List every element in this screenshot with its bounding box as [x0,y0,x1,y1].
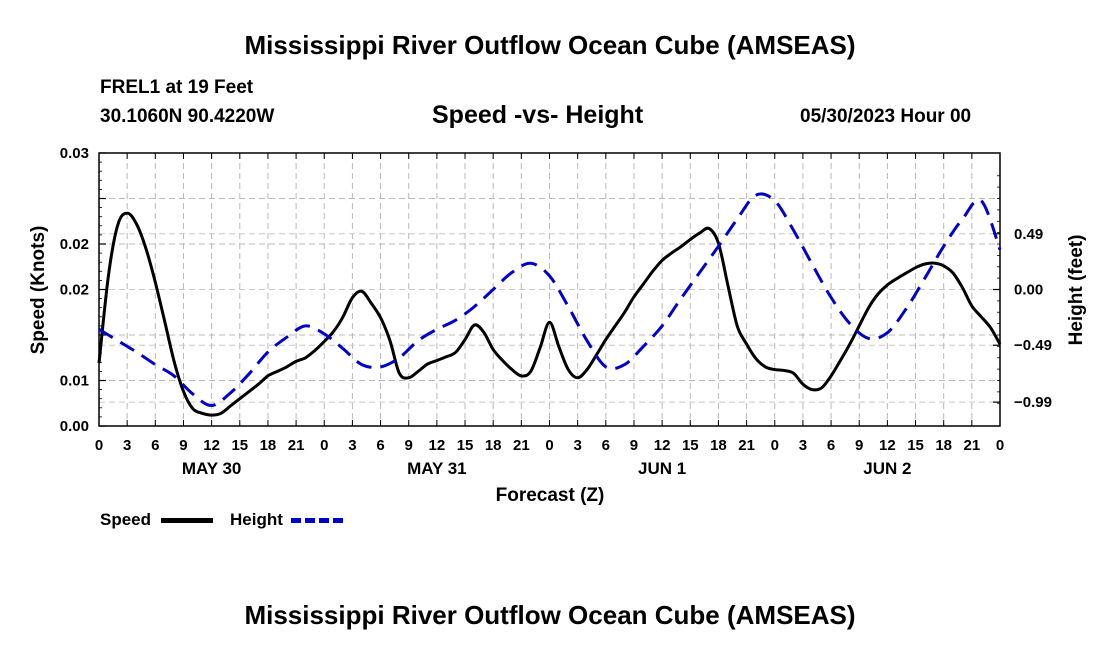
y-right-tick-label: −0.49 [1014,337,1052,354]
x-tick-label: 15 [682,437,699,454]
x-tick-label: 18 [485,437,502,454]
chart-title-top: Mississippi River Outflow Ocean Cube (AM… [244,30,856,60]
y-left-tick-label: 0.03 [60,145,89,162]
x-tick-label: 9 [405,437,413,454]
x-tick-label: 3 [799,437,807,454]
x-tick-label: 0 [771,437,779,454]
x-tick-label: 9 [630,437,638,454]
speed-height-chart: 0 3 6 9 12 15 18 21 0 3 6 9 12 15 18 21 0 3 6 9 12 15 18 21 0 3 6 9… [28,145,1087,506]
legend-label-speed: Speed [100,510,152,529]
y-left-tick-label: 0.01 [60,373,89,390]
x-tick-label: 12 [203,437,220,454]
x-tick-label: 0 [545,437,553,454]
day-label: MAY 30 [182,459,242,478]
station-label: FREL1 at 19 Feet [100,77,254,98]
y-left-tick-label: 0.02 [60,236,89,253]
forecast-datetime: 05/30/2023 Hour 00 [800,106,972,127]
series-line-speed [97,211,1002,417]
x-tick-label: 9 [855,437,863,454]
x-tick-label: 18 [935,437,952,454]
x-tick-label: 18 [710,437,727,454]
day-label: JUN 1 [638,459,686,478]
legend-swatch-speed [161,518,213,523]
x-tick-label: 3 [123,437,131,454]
x-axis-label: Forecast (Z) [496,485,605,506]
station-coords: 30.1060N 90.4220W [100,106,275,127]
x-tick-label: 6 [827,437,835,454]
x-tick-label: 3 [348,437,356,454]
x-tick-label: 12 [429,437,446,454]
x-tick-label: 12 [654,437,671,454]
y-right-tick-label: 0.49 [1014,226,1043,243]
x-tick-label: 21 [738,437,755,454]
y-left-tick-label: 0.02 [60,282,89,299]
x-tick-label: 15 [231,437,248,454]
chart-title-bottom: Mississippi River Outflow Ocean Cube (AM… [244,600,856,630]
x-tick-label: 6 [376,437,384,454]
legend-swatch-height [291,518,343,523]
y-right-tick-label: 0.00 [1014,282,1043,299]
legend-label-height: Height [230,510,283,529]
x-tick-label: 3 [573,437,581,454]
x-tick-label: 18 [260,437,277,454]
x-tick-label: 0 [95,437,103,454]
y-axis-label-left: Speed (Knots) [28,226,49,355]
x-tick-label: 12 [879,437,896,454]
day-label: MAY 31 [407,459,467,478]
x-tick-label: 15 [907,437,924,454]
y-axis-label-right: Height (feet) [1066,235,1087,346]
x-tick-label: 15 [457,437,474,454]
series-line-height [98,192,1002,407]
x-tick-label: 0 [996,437,1004,454]
y-right-tick-label: −0.99 [1014,394,1052,411]
x-tick-label: 6 [602,437,610,454]
x-tick-label: 9 [179,437,187,454]
x-tick-label: 0 [320,437,328,454]
x-tick-label: 6 [151,437,159,454]
x-tick-label: 21 [513,437,530,454]
x-tick-label: 21 [288,437,305,454]
x-tick-label: 21 [964,437,981,454]
day-label: JUN 2 [863,459,911,478]
y-left-tick-label: 0.00 [60,418,89,435]
chart-subtitle: Speed -vs- Height [432,101,644,129]
